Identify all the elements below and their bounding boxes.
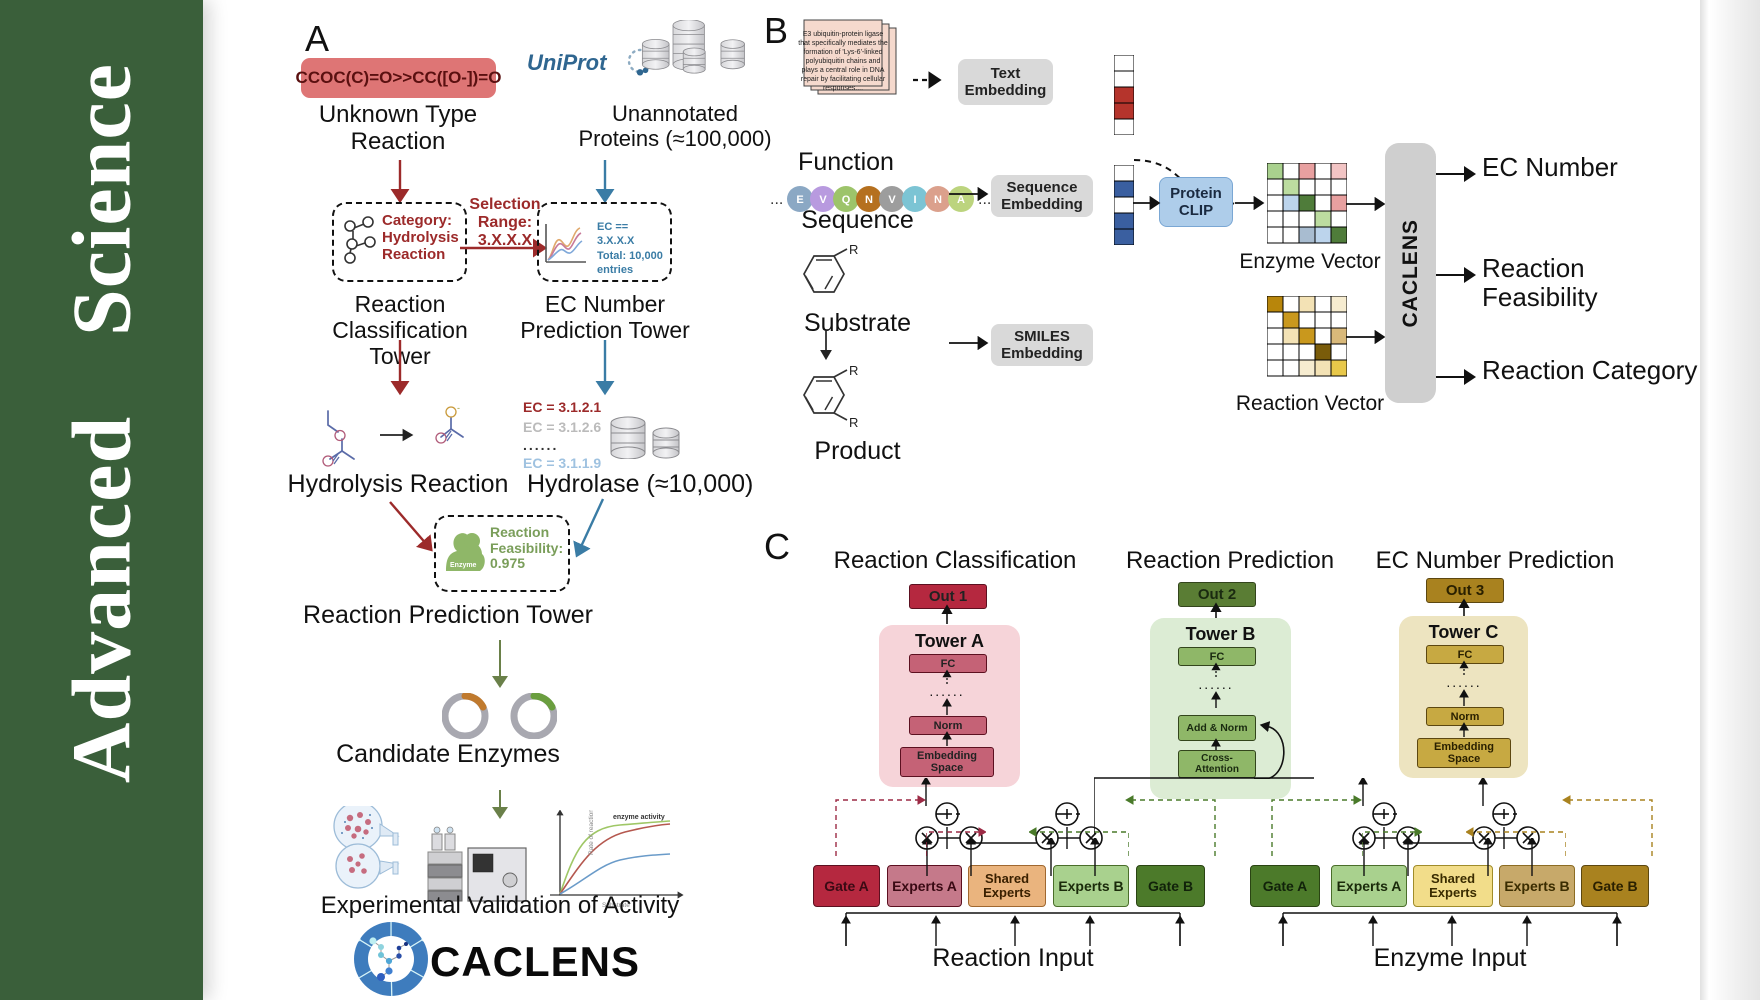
svg-text:CACLENS: CACLENS: [430, 938, 640, 985]
svg-text:R: R: [849, 415, 858, 430]
svg-text:V: V: [819, 194, 827, 206]
svg-text:Rate of reaction: Rate of reaction: [588, 810, 595, 855]
svg-text:plays a central role in DNA: plays a central role in DNA: [802, 67, 885, 74]
svg-text:N: N: [934, 194, 942, 206]
svg-text:V: V: [888, 194, 896, 206]
svg-text:Enzyme: Enzyme: [450, 562, 477, 569]
svg-text:E3 ubiquitin-protein ligase: E3 ubiquitin-protein ligase: [803, 31, 884, 38]
svg-text:R: R: [849, 363, 858, 378]
svg-text:I: I: [913, 194, 916, 206]
svg-text:formation of 'Lys-6'-linked: formation of 'Lys-6'-linked: [803, 49, 882, 56]
svg-text:N: N: [865, 194, 873, 206]
svg-text:Q: Q: [842, 194, 851, 206]
svg-text:that specifically mediates the: that specifically mediates the: [798, 40, 888, 47]
svg-text:R: R: [849, 242, 858, 257]
svg-text:repair by facilitating cellula: repair by facilitating cellular: [801, 76, 886, 83]
svg-text:responses....: responses....: [823, 85, 863, 92]
svg-text:enzyme activity: enzyme activity: [613, 814, 665, 821]
svg-text:E: E: [796, 194, 803, 206]
svg-text:-: -: [457, 403, 460, 413]
svg-text:UniProt: UniProt: [527, 50, 608, 75]
svg-text:polyubiquitin chains and: polyubiquitin chains and: [806, 58, 881, 65]
